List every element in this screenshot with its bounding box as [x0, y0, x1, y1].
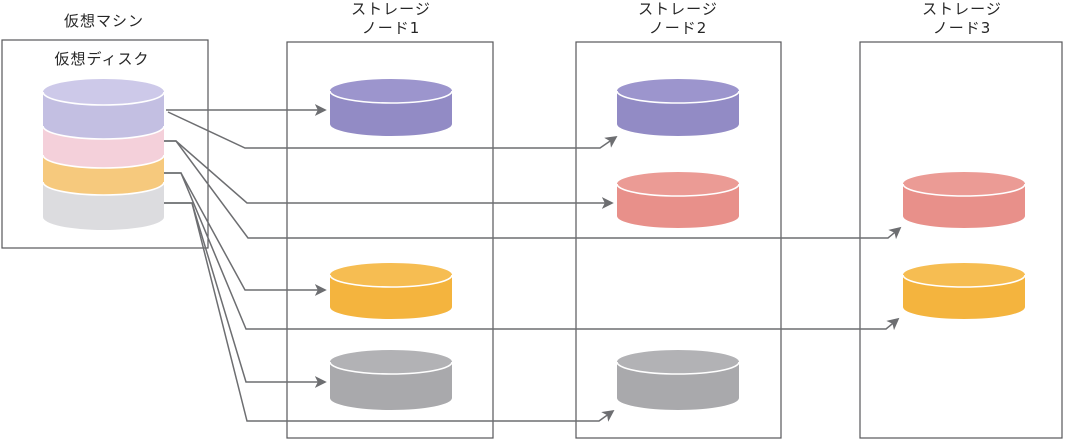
arrow-purple-to-node2 [167, 111, 618, 149]
vm-disk-stack [42, 79, 165, 230]
node3-red-disk [902, 172, 1026, 228]
arrow-pink-to-node2 [164, 140, 614, 209]
node3-yellow-disk [902, 263, 1026, 319]
virtual-machine-label: 仮想マシン [63, 12, 145, 30]
node1-gray-disk [329, 350, 453, 410]
node1-yellow-disk [329, 263, 453, 319]
storage-node-2-box [575, 41, 782, 439]
arrow-pink-to-node3 [164, 140, 902, 240]
storage-node-3-box [859, 41, 1063, 439]
storage-node-2-label: ストレージ ノード2 [638, 0, 718, 37]
arrow-gray-to-node2 [164, 202, 615, 422]
node2-gray-disk [616, 350, 740, 410]
arrow-gray-to-node1 [164, 202, 327, 388]
node1-purple-disk [329, 79, 453, 136]
node2-purple-disk [616, 79, 740, 136]
node2-red-disk [616, 172, 740, 228]
vm-box [1, 39, 209, 249]
arrow-yellow-to-node3 [164, 172, 900, 331]
storage-node-3-label: ストレージ ノード3 [922, 0, 1002, 37]
virtual-disk-label: 仮想ディスク [54, 50, 150, 68]
storage-node-1-label: ストレージ ノード1 [351, 0, 431, 37]
storage-node-1-box [286, 41, 494, 439]
